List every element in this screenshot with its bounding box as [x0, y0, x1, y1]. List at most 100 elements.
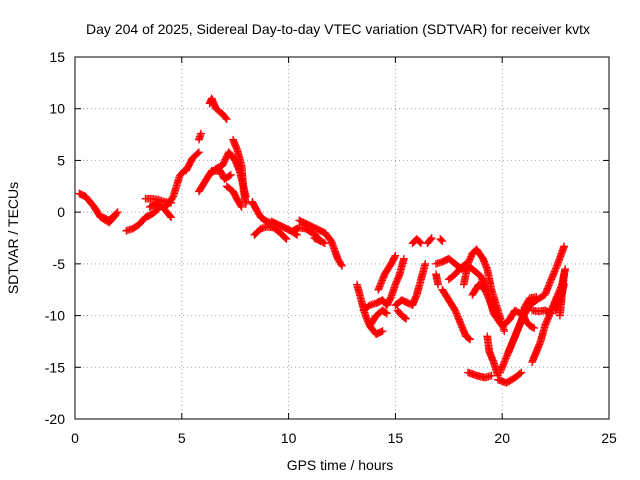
data-point — [281, 234, 290, 242]
data-point — [532, 293, 541, 301]
data-point — [393, 274, 402, 283]
x-tick-label: 25 — [601, 430, 617, 446]
data-point — [516, 369, 524, 378]
data-point — [434, 280, 442, 289]
data-point — [295, 216, 304, 225]
y-tick-label: 0 — [57, 204, 65, 220]
data-point — [230, 190, 239, 199]
data-point — [530, 324, 539, 332]
data-point — [167, 213, 175, 222]
x-tick-label: 0 — [71, 430, 79, 446]
data-point — [313, 225, 322, 234]
data-point — [182, 165, 191, 174]
data-points-layer — [75, 94, 570, 387]
data-point — [465, 334, 473, 343]
y-tick-label: 15 — [49, 49, 65, 65]
ticks-layer — [74, 56, 610, 420]
x-tick-label: 5 — [178, 430, 186, 446]
data-point — [218, 171, 227, 179]
data-point — [517, 368, 526, 377]
data-point — [388, 257, 397, 265]
data-point — [321, 239, 329, 248]
data-point — [528, 323, 537, 332]
data-point — [491, 311, 500, 320]
data-point — [248, 197, 257, 206]
data-point — [225, 171, 234, 180]
plot-frame — [74, 56, 610, 420]
data-point — [113, 208, 122, 216]
data-point — [337, 260, 345, 269]
x-tick-label: 15 — [388, 430, 404, 446]
data-point — [315, 226, 324, 234]
y-tick-label: -15 — [45, 359, 65, 375]
data-point — [518, 309, 527, 318]
data-point — [237, 203, 246, 211]
data-point — [479, 276, 487, 285]
data-point — [318, 237, 326, 246]
data-point — [166, 212, 174, 220]
data-point — [391, 251, 400, 260]
data-point — [306, 222, 315, 230]
data-point — [381, 308, 390, 317]
data-point — [193, 149, 202, 158]
data-point — [179, 168, 187, 176]
data-point — [427, 234, 436, 242]
data-point — [416, 238, 424, 246]
x-tick-label: 10 — [281, 430, 297, 446]
data-point — [185, 161, 193, 170]
data-point — [500, 327, 509, 335]
y-tick-label: -5 — [53, 256, 66, 272]
data-point — [242, 200, 250, 208]
data-point — [421, 260, 430, 268]
data-point — [231, 191, 240, 200]
data-point — [487, 371, 496, 380]
y-tick-label: -10 — [45, 308, 65, 324]
data-point — [227, 171, 235, 179]
data-point — [195, 148, 203, 157]
x-tick-label: 20 — [494, 430, 510, 446]
data-point — [386, 294, 395, 303]
data-point — [301, 219, 309, 228]
data-point — [378, 327, 387, 335]
data-point — [182, 166, 190, 175]
data-point — [168, 194, 177, 202]
data-point — [526, 322, 534, 330]
data-point — [426, 235, 435, 244]
y-tick-label: 10 — [49, 101, 65, 117]
data-point — [385, 297, 393, 305]
data-point — [384, 298, 393, 307]
y-axis-label: SDTVAR / TECUs — [5, 182, 21, 294]
data-point — [466, 335, 475, 344]
data-point — [261, 216, 269, 225]
data-point — [221, 113, 230, 122]
data-point — [400, 254, 408, 263]
data-point — [338, 262, 346, 270]
data-point — [547, 309, 556, 318]
data-point — [319, 238, 328, 247]
data-point — [308, 222, 316, 231]
data-point — [527, 322, 536, 331]
data-point — [402, 314, 410, 323]
data-point — [560, 242, 568, 251]
tick-labels-layer: 0 5 10 15 20 25 -20 -15 -10 -5 0 5 10 15 — [45, 49, 617, 446]
data-point — [222, 115, 231, 123]
data-point — [312, 224, 321, 233]
data-point — [293, 231, 301, 239]
data-point — [450, 305, 459, 313]
x-axis-label: GPS time / hours — [287, 457, 394, 473]
data-point — [250, 202, 259, 210]
data-point — [309, 223, 318, 232]
data-point — [401, 314, 409, 322]
y-tick-label: 5 — [57, 152, 65, 168]
data-point — [561, 265, 570, 273]
data-point — [229, 188, 238, 197]
data-point — [437, 236, 446, 244]
data-point — [302, 220, 311, 228]
data-point — [217, 169, 226, 178]
grid-layer — [75, 57, 609, 419]
data-point — [438, 237, 447, 245]
data-point — [197, 129, 205, 138]
y-tick-label: -20 — [45, 411, 65, 427]
